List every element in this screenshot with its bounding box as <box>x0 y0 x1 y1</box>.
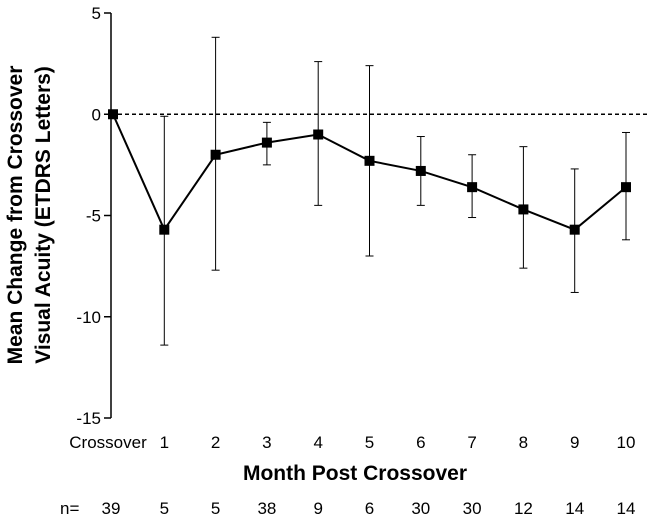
data-point <box>518 204 529 215</box>
x-tick-label: 6 <box>416 433 425 452</box>
x-tick-label: 4 <box>313 433 322 452</box>
n-value: 12 <box>514 499 533 518</box>
y-tick-label: -5 <box>86 207 101 226</box>
n-value: 6 <box>365 499 374 518</box>
y-axis-title-line: Visual Acuity (ETDRS Letters) <box>32 66 55 364</box>
x-tick-label: 10 <box>617 433 636 452</box>
data-point <box>569 224 580 235</box>
data-point <box>415 165 426 176</box>
y-tick-label: -15 <box>76 409 101 428</box>
markers <box>108 109 631 235</box>
n-value: 30 <box>463 499 482 518</box>
x-tick-label: 7 <box>467 433 476 452</box>
data-point <box>467 182 478 193</box>
n-prefix: n= <box>60 499 79 518</box>
y-tick-label: -10 <box>76 308 101 327</box>
data-point <box>621 182 631 193</box>
x-tick-label: Crossover <box>69 433 147 452</box>
x-axis-title: Month Post Crossover <box>243 462 467 485</box>
data-point <box>108 109 118 120</box>
data-point <box>261 137 272 148</box>
n-value: 5 <box>211 499 220 518</box>
x-tick-label: 8 <box>519 433 528 452</box>
x-tick-label: 3 <box>262 433 271 452</box>
y-axis-title-line: Mean Change from Crossover <box>4 66 27 365</box>
x-tick-label: 5 <box>365 433 374 452</box>
n-value: 9 <box>313 499 322 518</box>
n-value: 30 <box>411 499 430 518</box>
axes <box>104 12 112 419</box>
n-value: 38 <box>257 499 276 518</box>
data-point <box>159 224 170 235</box>
y-tick-label: 5 <box>92 4 101 23</box>
data-point <box>313 129 324 140</box>
x-tick-label: 1 <box>160 433 169 452</box>
error-bars <box>160 36 630 346</box>
n-value: 5 <box>160 499 169 518</box>
x-tick-label: 2 <box>211 433 220 452</box>
data-point <box>210 149 221 160</box>
y-tick-label: 0 <box>92 105 101 124</box>
n-value: 14 <box>617 499 636 518</box>
data-point <box>364 155 375 166</box>
x-tick-label: 9 <box>570 433 579 452</box>
n-value: 14 <box>565 499 584 518</box>
n-value: 39 <box>102 499 121 518</box>
